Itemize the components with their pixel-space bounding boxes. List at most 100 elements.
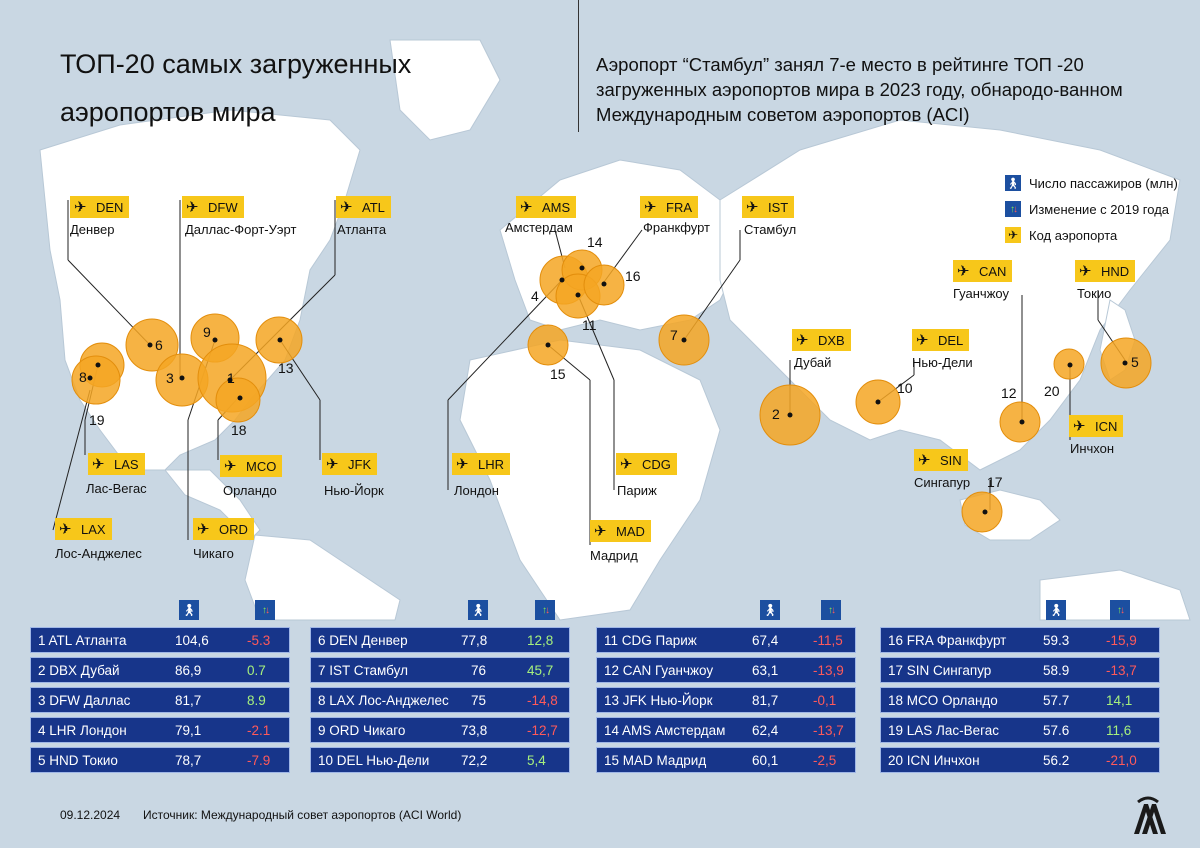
passengers-value: 57.7 (1043, 693, 1070, 708)
badge-code: DFW (208, 199, 238, 215)
map-rank-7: 7 (670, 327, 678, 343)
table-header: 🚶︎ ↑ ↓ (596, 600, 856, 620)
airport-name: 7 IST Стамбул (318, 663, 408, 678)
badge-mad: ✈ MAD (590, 520, 651, 542)
map-rank-5: 5 (1131, 354, 1139, 370)
table-row: 1 ATL Атланта 104,6 -5.3 (30, 627, 290, 653)
ranking-table-1: 🚶︎ ↑ ↓ 1 ATL Атланта 104,6 -5.3 2 DBX Дубай… (30, 600, 290, 777)
dot-lhr (559, 277, 565, 283)
city-label: Амстердам (505, 220, 573, 235)
passengers-value: 63,1 (752, 663, 779, 678)
badge-code: ATL (362, 199, 385, 215)
passengers-value: 78,7 (175, 753, 202, 768)
passengers-value: 62,4 (752, 723, 779, 738)
map-rank-8: 8 (79, 369, 87, 385)
dot-dfw (179, 375, 185, 381)
city-label: Даллас-Форт-Уэрт (185, 222, 297, 237)
dot-fra (601, 281, 607, 287)
change-value: -13,9 (813, 663, 844, 678)
passengers-value: 75 (471, 693, 487, 708)
airplane-icon: ✈ (186, 199, 199, 216)
badge-atl: ✈ ATL (336, 196, 391, 218)
legend-passengers: 🚶︎ Число пассажиров (млн) (1005, 170, 1178, 196)
footer-date: 09.12.2024 (60, 808, 121, 822)
passenger-luggage-icon: 🚶︎ (468, 600, 488, 620)
airplane-icon: ✈ (92, 456, 105, 473)
table-row: 14 AMS Амстердам 62,4 -13,7 (596, 717, 856, 743)
airplane-icon: ✈ (594, 523, 607, 540)
change-value: -21,0 (1106, 753, 1137, 768)
map-rank-20: 20 (1044, 383, 1060, 399)
airport-name: 2 DBX Дубай (38, 663, 120, 678)
dot-cdg (575, 292, 581, 298)
badge-code: LHR (478, 456, 505, 472)
badge-code: CAN (979, 263, 1007, 279)
passengers-value: 104,6 (175, 633, 209, 648)
airplane-icon: ✈ (340, 199, 353, 216)
airplane-icon: ✈ (520, 199, 533, 216)
dot-ist (681, 337, 687, 343)
badge-code: ORD (219, 521, 248, 537)
map-rank-12: 12 (1001, 385, 1017, 401)
table-row: 19 LAS Лас-Вегас 57.6 11,6 (880, 717, 1160, 743)
badge-dfw: ✈ DFW (182, 196, 244, 218)
airplane-icon: ✈ (644, 199, 657, 216)
badge-code: IST (768, 199, 789, 215)
airport-name: 14 AMS Амстердам (604, 723, 726, 738)
change-value: -7.9 (247, 753, 271, 768)
table-row: 11 CDG Париж 67,4 -11,5 (596, 627, 856, 653)
city-label: Дубай (794, 355, 832, 370)
map-rank-19: 19 (89, 412, 105, 428)
airport-name: 15 MAD Мадрид (604, 753, 707, 768)
australia (1039, 569, 1191, 621)
change-value: 45,7 (527, 663, 554, 678)
city-label: Лас-Вегас (86, 481, 147, 496)
bubble-mco (215, 377, 261, 423)
dot-mco (237, 395, 243, 401)
passengers-value: 72,2 (461, 753, 488, 768)
change-value: 8.9 (247, 693, 266, 708)
legend-passengers-label: Число пассажиров (млн) (1029, 175, 1178, 191)
passengers-value: 60,1 (752, 753, 779, 768)
passengers-value: 86,9 (175, 663, 202, 678)
ranking-table-2: 🚶︎ ↑ ↓ 6 DEN Денвер 77,8 12,8 7 IST Стамбул… (310, 600, 570, 777)
legend-change: ↑ ↓ Изменение с 2019 года (1005, 196, 1178, 222)
change-value: -5.3 (247, 633, 271, 648)
leader-lhr-2 (447, 279, 563, 401)
change-value: 0.7 (247, 663, 266, 678)
passengers-value: 59.3 (1043, 633, 1070, 648)
city-label: Лондон (454, 483, 499, 498)
passengers-value: 57.6 (1043, 723, 1070, 738)
table-row: 7 IST Стамбул 76 45,7 (310, 657, 570, 683)
dot-lax (87, 375, 93, 381)
map-rank-3: 3 (166, 370, 174, 386)
table-row: 2 DBX Дубай 86,9 0.7 (30, 657, 290, 683)
badge-code: DEL (938, 332, 964, 348)
badge-sin: ✈ SIN (914, 449, 968, 471)
change-value: -12,7 (527, 723, 558, 738)
badge-code: LAS (114, 456, 139, 472)
greenland (389, 39, 501, 141)
airplane-icon: ✈ (916, 332, 929, 349)
table-row: 9 ORD Чикаго 73,8 -12,7 (310, 717, 570, 743)
map-rank-16: 16 (625, 268, 641, 284)
airplane-icon: ✈ (456, 456, 469, 473)
dot-icn (1067, 362, 1073, 368)
change-value: 12,8 (527, 633, 554, 648)
up-down-arrows-icon: ↑ ↓ (535, 600, 555, 620)
legend-change-label: Изменение с 2019 года (1029, 201, 1170, 217)
badge-code: ICN (1095, 418, 1118, 434)
map-rank-15: 15 (550, 366, 566, 382)
dot-ord (212, 337, 218, 343)
table-row: 18 MCO Орландо 57.7 14,1 (880, 687, 1160, 713)
change-value: 11,6 (1106, 723, 1132, 738)
passenger-luggage-icon: 🚶︎ (760, 600, 780, 620)
table-row: 5 HND Токио 78,7 -7.9 (30, 747, 290, 773)
legend: 🚶︎ Число пассажиров (млн) ↑ ↓ Изменение с… (1005, 170, 1178, 248)
page-title: ТОП-20 самых загруженных аэропортов мира (60, 49, 412, 127)
change-value: -0,1 (813, 693, 837, 708)
table-row: 8 LAX Лос-Анджелес 75 -14,8 (310, 687, 570, 713)
dot-jfk (277, 337, 283, 343)
south-america (244, 534, 401, 621)
table-row: 4 LHR Лондон 79,1 -2.1 (30, 717, 290, 743)
